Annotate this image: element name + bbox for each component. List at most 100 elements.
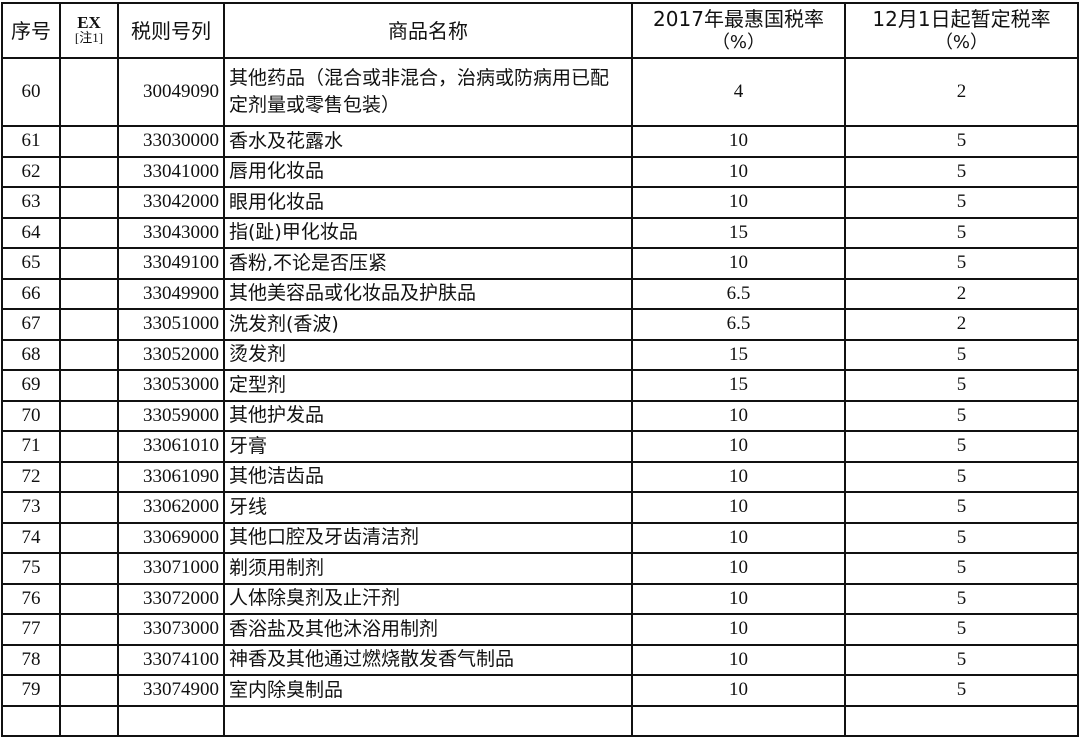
table-row: 75 33071000 剃须用制剂 10 5: [1, 552, 1079, 585]
cell-code: 33053000: [117, 369, 225, 402]
table-row: 61 33030000 香水及花露水 10 5: [1, 125, 1079, 158]
cell-code: 33073000: [117, 613, 225, 646]
cell-seq: 65: [1, 247, 61, 280]
table-row: 62 33041000 唇用化妆品 10 5: [1, 155, 1079, 188]
empty-cell: [223, 704, 633, 737]
table-row-partial: [1, 704, 1079, 737]
table-row: 60 30049090 其他药品（混合或非混合，治病或防病用已配定剂量或零售包装） 4…: [1, 57, 1079, 127]
table-row: 73 33062000 牙线 10 5: [1, 491, 1079, 524]
cell-provisional-rate: 2: [844, 277, 1079, 310]
cell-seq: 76: [1, 582, 61, 615]
cell-code: 33069000: [117, 521, 225, 554]
cell-name: 室内除臭制品: [223, 674, 633, 707]
cell-name: 其他美容品或化妆品及护肤品: [223, 277, 633, 310]
cell-ex: [59, 582, 119, 615]
cell-seq: 77: [1, 613, 61, 646]
cell-name: 眼用化妆品: [223, 186, 633, 219]
cell-mfn-rate: 10: [631, 643, 846, 676]
cell-mfn-rate: 10: [631, 247, 846, 280]
cell-ex: [59, 674, 119, 707]
header-row: 序号 EX [注1] 税则号列 商品名称 2017年最惠国税率 （%） 12月1…: [1, 2, 1079, 59]
cell-ex: [59, 491, 119, 524]
cell-ex: [59, 308, 119, 341]
cell-mfn-rate: 10: [631, 125, 846, 158]
cell-seq: 60: [1, 57, 61, 127]
cell-name: 其他药品（混合或非混合，治病或防病用已配定剂量或零售包装）: [223, 57, 633, 127]
cell-code: 33061010: [117, 430, 225, 463]
cell-ex: [59, 247, 119, 280]
cell-seq: 79: [1, 674, 61, 707]
cell-provisional-rate: 5: [844, 552, 1079, 585]
cell-ex: [59, 186, 119, 219]
cell-seq: 69: [1, 369, 61, 402]
cell-seq: 68: [1, 338, 61, 371]
cell-ex: [59, 125, 119, 158]
cell-provisional-rate: 5: [844, 460, 1079, 493]
cell-code: 33051000: [117, 308, 225, 341]
cell-provisional-rate: 5: [844, 643, 1079, 676]
cell-provisional-rate: 5: [844, 674, 1079, 707]
header-code: 税则号列: [117, 2, 225, 59]
cell-code: 33059000: [117, 399, 225, 432]
table-row: 71 33061010 牙膏 10 5: [1, 430, 1079, 463]
cell-provisional-rate: 2: [844, 57, 1079, 127]
cell-code: 33052000: [117, 338, 225, 371]
cell-ex: [59, 57, 119, 127]
cell-name: 牙线: [223, 491, 633, 524]
cell-ex: [59, 613, 119, 646]
cell-mfn-rate: 10: [631, 155, 846, 188]
header-seq: 序号: [1, 2, 61, 59]
table-row: 67 33051000 洗发剂(香波) 6.5 2: [1, 308, 1079, 341]
cell-ex: [59, 552, 119, 585]
cell-mfn-rate: 10: [631, 430, 846, 463]
cell-name: 香粉,不论是否压紧: [223, 247, 633, 280]
cell-code: 33072000: [117, 582, 225, 615]
cell-provisional-rate: 5: [844, 491, 1079, 524]
header-mfn-label: 2017年最惠国税率: [653, 6, 824, 31]
cell-mfn-rate: 10: [631, 552, 846, 585]
cell-provisional-rate: 5: [844, 369, 1079, 402]
cell-name: 其他口腔及牙齿清洁剂: [223, 521, 633, 554]
cell-code: 33049100: [117, 247, 225, 280]
cell-name: 指(趾)甲化妆品: [223, 216, 633, 249]
cell-ex: [59, 155, 119, 188]
cell-name: 唇用化妆品: [223, 155, 633, 188]
cell-code: 33041000: [117, 155, 225, 188]
cell-provisional-rate: 5: [844, 582, 1079, 615]
table-row: 79 33074900 室内除臭制品 10 5: [1, 674, 1079, 707]
table-row: 68 33052000 烫发剂 15 5: [1, 338, 1079, 371]
table-row: 76 33072000 人体除臭剂及止汗剂 10 5: [1, 582, 1079, 615]
cell-provisional-rate: 5: [844, 613, 1079, 646]
cell-ex: [59, 430, 119, 463]
cell-name: 烫发剂: [223, 338, 633, 371]
cell-name: 其他护发品: [223, 399, 633, 432]
empty-cell: [1, 704, 61, 737]
header-ex-note: [注1]: [74, 30, 104, 45]
cell-seq: 61: [1, 125, 61, 158]
cell-mfn-rate: 10: [631, 399, 846, 432]
cell-seq: 63: [1, 186, 61, 219]
cell-code: 33061090: [117, 460, 225, 493]
cell-provisional-rate: 5: [844, 216, 1079, 249]
cell-code: 33043000: [117, 216, 225, 249]
cell-code: 33074900: [117, 674, 225, 707]
table-row: 74 33069000 其他口腔及牙齿清洁剂 10 5: [1, 521, 1079, 554]
cell-mfn-rate: 10: [631, 674, 846, 707]
table-row: 63 33042000 眼用化妆品 10 5: [1, 186, 1079, 219]
cell-code: 33030000: [117, 125, 225, 158]
cell-code: 33074100: [117, 643, 225, 676]
cell-seq: 71: [1, 430, 61, 463]
cell-seq: 62: [1, 155, 61, 188]
cell-seq: 72: [1, 460, 61, 493]
cell-provisional-rate: 5: [844, 125, 1079, 158]
cell-seq: 75: [1, 552, 61, 585]
cell-mfn-rate: 10: [631, 582, 846, 615]
empty-cell: [117, 704, 225, 737]
cell-mfn-rate: 15: [631, 216, 846, 249]
empty-cell: [59, 704, 119, 737]
cell-mfn-rate: 10: [631, 460, 846, 493]
cell-code: 30049090: [117, 57, 225, 127]
cell-name: 其他洁齿品: [223, 460, 633, 493]
cell-mfn-rate: 10: [631, 491, 846, 524]
